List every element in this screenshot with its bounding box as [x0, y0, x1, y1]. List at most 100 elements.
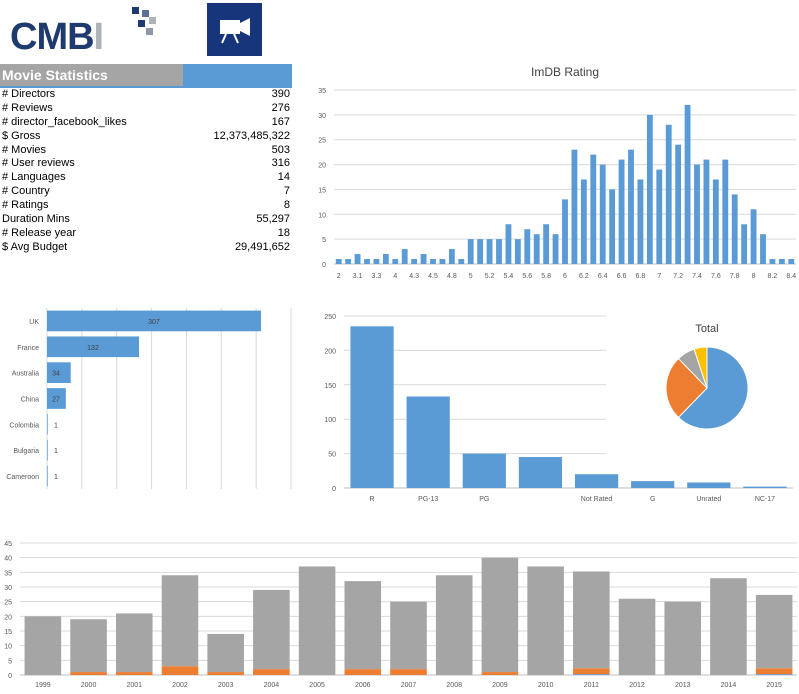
bar-segment — [298, 566, 336, 675]
bar-segment — [344, 581, 382, 670]
stats-row-value: 390 — [271, 88, 290, 100]
stats-row: $ Gross 12,373,485,322 — [0, 130, 292, 144]
country-bar-chart: UK 307 France 132 Australia 34 China 27 Colombia… — [6, 308, 292, 489]
content-rating-chart: 0 50 100 150 200 250 R PG-13 PG Not Rated G Unrated… — [324, 314, 793, 503]
x-tick-label: 7.2 — [673, 273, 683, 280]
x-tick-label: 5.8 — [541, 273, 551, 280]
stats-row-value: 12,373,485,322 — [213, 129, 290, 142]
imdb-rating-chart: ImDB Rating 0 5 10 15 20 25 30 35 2 3.1 3.3 4 4.3 4.5 4… — [318, 65, 796, 280]
bar-segment — [390, 601, 427, 670]
bar-segment — [161, 666, 199, 675]
bar — [420, 254, 427, 264]
logo-square — [142, 10, 149, 17]
stats-row-label: # User reviews — [2, 157, 75, 170]
stats-row: # User reviews 316 — [0, 157, 292, 171]
cmbi-logo: CMBI — [8, 4, 158, 58]
bar-segment — [573, 571, 610, 669]
x-tick-label: 6 — [563, 273, 567, 280]
stats-row-label: # Release year — [2, 226, 76, 239]
x-tick-label: 7.8 — [730, 273, 740, 280]
stats-title: Movie Statistics — [2, 67, 108, 83]
bar — [335, 259, 342, 264]
bar — [743, 486, 787, 488]
bar — [477, 239, 484, 264]
bar — [656, 169, 663, 264]
x-tick-label: 2014 — [721, 682, 737, 689]
bar-segment — [481, 672, 519, 675]
pie-slice — [677, 346, 749, 430]
stats-row-label: # director_facebook_likes — [2, 115, 127, 128]
y-tick-label: China — [21, 397, 39, 404]
bar — [599, 164, 606, 264]
stats-rows: # Directors 390 # Reviews 276 # director_fac… — [0, 88, 292, 255]
bar — [47, 465, 48, 487]
bar — [382, 254, 389, 264]
bar — [373, 259, 380, 264]
bar-segment — [115, 613, 153, 673]
bar — [769, 259, 776, 264]
x-tick-label: G — [650, 496, 655, 503]
bar-segment — [24, 616, 62, 675]
stats-header: Movie Statistics — [0, 64, 292, 88]
stats-row: # Languages 14 — [0, 171, 292, 185]
bar-segment — [344, 669, 382, 675]
pie-slice — [665, 357, 708, 419]
stats-row: $ Avg Budget 29,491,652 — [0, 241, 292, 255]
x-tick-label: 2001 — [126, 682, 142, 689]
x-tick-label: 4.5 — [428, 273, 438, 280]
y-tick-label: 50 — [328, 452, 336, 459]
bar-segment — [115, 672, 153, 675]
bar — [628, 149, 634, 264]
y-tick-label: France — [17, 345, 39, 352]
bar — [731, 194, 738, 264]
y-tick-label: 5 — [322, 237, 326, 244]
x-tick-label: Unrated — [696, 496, 721, 503]
data-label: 1 — [54, 422, 58, 429]
bar — [350, 326, 394, 488]
y-tick-label: 10 — [4, 644, 12, 651]
data-label: 1 — [54, 448, 58, 455]
y-tick-label: 0 — [8, 673, 12, 680]
bar-segment — [435, 575, 473, 675]
bar — [47, 310, 262, 332]
stats-row: # Ratings 8 — [0, 199, 292, 213]
bar — [514, 239, 521, 264]
stats-row-label: # Directors — [2, 88, 56, 100]
stats-row-label: # Country — [2, 185, 50, 198]
y-tick-label: 200 — [324, 348, 336, 355]
x-tick-label: 2000 — [81, 682, 97, 689]
x-tick-label: 4.8 — [447, 273, 457, 280]
y-tick-label: 15 — [4, 629, 12, 636]
x-tick-label: 2015 — [766, 682, 782, 689]
bar-segment — [573, 668, 610, 675]
bar-segment — [710, 578, 747, 675]
x-tick-label: 2010 — [538, 682, 554, 689]
stats-row-value: 503 — [271, 143, 290, 156]
chart-title: ImDB Rating — [531, 65, 599, 79]
bar — [543, 224, 550, 264]
stats-row-value: 7 — [283, 185, 290, 198]
bar — [47, 439, 48, 461]
bar-segment — [390, 669, 427, 675]
pie-slice — [693, 346, 708, 389]
stats-row: # Release year 18 — [0, 227, 292, 241]
y-tick-label: 45 — [4, 541, 12, 548]
bar — [552, 234, 559, 264]
y-tick-label: 150 — [324, 383, 336, 390]
x-tick-label: 6.2 — [579, 273, 589, 280]
bar-segment — [755, 674, 793, 675]
y-tick-label: Bulgaria — [13, 448, 39, 455]
stats-row-label: $ Avg Budget — [2, 240, 68, 253]
bar — [675, 144, 682, 264]
bar-segment — [527, 566, 564, 675]
y-tick-label: 5 — [8, 658, 12, 665]
bar — [687, 482, 731, 488]
y-tick-label: 250 — [324, 314, 336, 321]
x-tick-label: 2006 — [355, 682, 371, 689]
bar — [47, 336, 140, 358]
bar — [505, 224, 512, 264]
stats-row: Duration Mins 55,297 — [0, 213, 292, 227]
x-tick-label: 6.6 — [617, 273, 627, 280]
y-tick-label: 10 — [318, 212, 326, 219]
bar-segment — [664, 601, 702, 675]
